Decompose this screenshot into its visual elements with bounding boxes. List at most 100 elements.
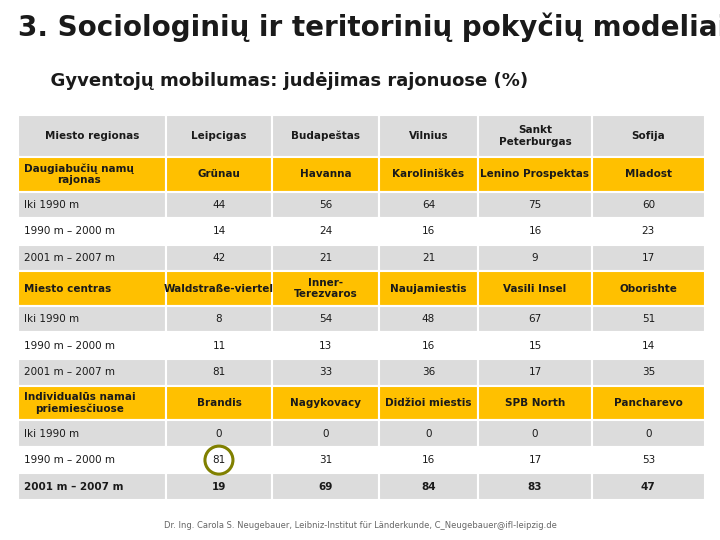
Bar [18,115,166,157]
Bar [379,447,478,474]
Text: Nagykovacy: Nagykovacy [290,398,361,408]
Text: 69: 69 [318,482,333,492]
Text: Iki 1990 m: Iki 1990 m [24,314,79,324]
Bar [272,115,379,157]
Bar [272,447,379,474]
Bar [166,157,272,192]
Text: Sankt
Peterburgas: Sankt Peterburgas [498,125,572,147]
Text: 23: 23 [642,226,655,237]
Text: Miesto centras: Miesto centras [24,284,112,294]
Text: Lenino Prospektas: Lenino Prospektas [480,169,590,179]
Text: 24: 24 [319,226,332,237]
Bar [166,359,272,386]
Bar [379,359,478,386]
Bar [592,447,705,474]
Bar [379,245,478,271]
Bar [18,245,166,271]
Bar [166,333,272,359]
Text: 53: 53 [642,455,655,465]
Bar [379,306,478,333]
Bar [379,218,478,245]
Bar [18,447,166,474]
Text: 64: 64 [422,200,435,210]
Bar [272,420,379,447]
Text: Vilnius: Vilnius [409,131,449,141]
Text: Leipcigas: Leipcigas [192,131,247,141]
Text: 31: 31 [319,455,332,465]
Bar [166,386,272,420]
Text: Havanna: Havanna [300,169,351,179]
Text: Budapeštas: Budapeštas [291,131,360,141]
Text: Naujamiestis: Naujamiestis [390,284,467,294]
Bar [18,306,166,333]
Bar [379,474,478,500]
Bar [592,333,705,359]
Text: 8: 8 [215,314,222,324]
Text: 13: 13 [319,341,332,351]
Bar [272,271,379,306]
Text: 33: 33 [319,367,332,377]
Bar [478,359,592,386]
Text: Iki 1990 m: Iki 1990 m [24,429,79,438]
Bar [18,218,166,245]
Text: Gyventojų mobilumas: judėjimas rajonuose (%): Gyventojų mobilumas: judėjimas rajonuose… [38,72,528,90]
Text: 17: 17 [642,253,655,263]
Text: 2001 m – 2007 m: 2001 m – 2007 m [24,367,115,377]
Text: Waldstraße-viertel: Waldstraße-viertel [164,284,274,294]
Text: 21: 21 [319,253,332,263]
Text: 44: 44 [212,200,225,210]
Text: 51: 51 [642,314,655,324]
Text: 60: 60 [642,200,655,210]
Text: 54: 54 [319,314,332,324]
Text: Pancharevo: Pancharevo [614,398,683,408]
Text: 16: 16 [422,226,435,237]
Text: 0: 0 [645,429,652,438]
Text: Oborishte: Oborishte [619,284,678,294]
Bar [379,157,478,192]
Bar [592,359,705,386]
Bar [272,192,379,218]
Bar [272,474,379,500]
Bar [18,474,166,500]
Text: Karoliniškės: Karoliniškės [392,169,464,179]
Text: 0: 0 [531,429,539,438]
Text: 0: 0 [426,429,432,438]
Text: Iki 1990 m: Iki 1990 m [24,200,79,210]
Bar [18,359,166,386]
Text: Didžioi miestis: Didžioi miestis [385,398,472,408]
Text: Inner-
Terezvaros: Inner- Terezvaros [294,278,357,299]
Bar [272,359,379,386]
Bar [166,271,272,306]
Bar [592,245,705,271]
Bar [18,386,166,420]
Bar [478,192,592,218]
Bar [166,420,272,447]
Bar [166,218,272,245]
Text: 16: 16 [528,226,541,237]
Text: 1990 m – 2000 m: 1990 m – 2000 m [24,226,115,237]
Text: 83: 83 [528,482,542,492]
Bar [478,333,592,359]
Text: 75: 75 [528,200,541,210]
Bar [379,192,478,218]
Bar [166,192,272,218]
Text: 84: 84 [421,482,436,492]
Text: 47: 47 [641,482,656,492]
Bar [478,474,592,500]
Text: 81: 81 [212,455,225,465]
Bar [592,271,705,306]
Bar [18,157,166,192]
Text: 1990 m – 2000 m: 1990 m – 2000 m [24,341,115,351]
Bar [379,386,478,420]
Bar [592,306,705,333]
Text: 11: 11 [212,341,225,351]
Text: 36: 36 [422,367,435,377]
Text: 2001 m – 2007 m: 2001 m – 2007 m [24,253,115,263]
Text: Miesto regionas: Miesto regionas [45,131,139,141]
Bar [272,333,379,359]
Text: 19: 19 [212,482,226,492]
Bar [166,115,272,157]
Text: 2001 m – 2007 m: 2001 m – 2007 m [24,482,124,492]
Bar [379,271,478,306]
Text: 0: 0 [322,429,329,438]
